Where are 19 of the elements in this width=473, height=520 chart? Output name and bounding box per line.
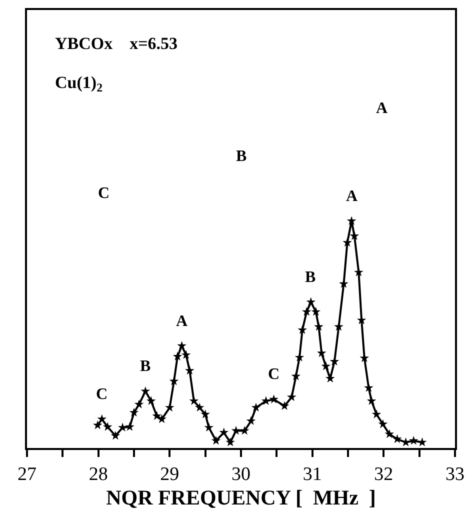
x-tick-label: 31 <box>302 464 322 485</box>
annotation: C <box>268 366 280 383</box>
text: A <box>376 100 388 117</box>
annotation: C <box>96 386 108 403</box>
text: B <box>236 148 247 165</box>
text: YBCOx x=6.53 <box>55 34 178 53</box>
x-axis-title: NQR FREQUENCY [ MHz ] <box>106 486 376 510</box>
annotation: B <box>140 358 151 375</box>
annotation: A <box>346 188 358 205</box>
x-tick-label: 28 <box>88 464 108 485</box>
x-tick-label: 33 <box>446 464 464 485</box>
x-tick-label: 29 <box>160 464 180 485</box>
annotation: B <box>305 269 316 286</box>
text: C <box>98 185 110 202</box>
annotation: A <box>176 313 188 330</box>
text: Cu(1)$_{2}$ <box>55 73 103 95</box>
x-tick-label: 32 <box>374 464 394 485</box>
x-tick-label: 30 <box>232 464 250 485</box>
x-tick-label: 27 <box>18 464 36 485</box>
